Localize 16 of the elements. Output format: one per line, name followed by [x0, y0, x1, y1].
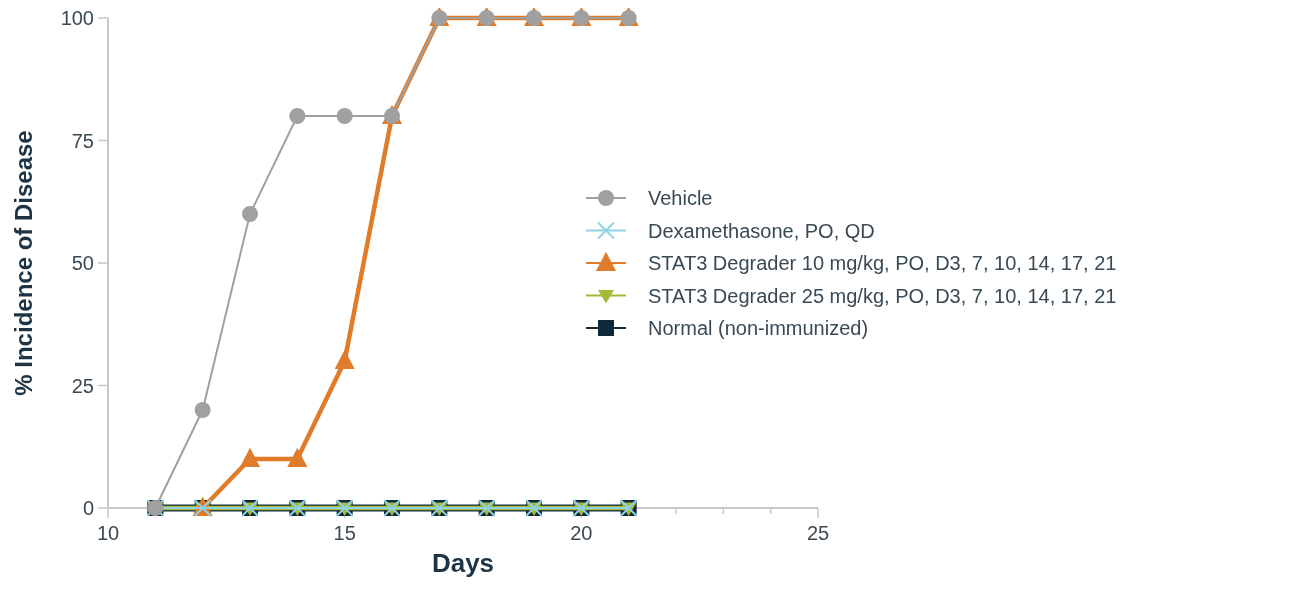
y-tick-label: 100	[60, 7, 94, 29]
legend-label: Dexamethasone, PO, QD	[648, 219, 875, 242]
y-tick-label: 0	[82, 497, 94, 519]
y-tick-label: 75	[71, 129, 94, 152]
y-tick-label: 25	[71, 374, 94, 397]
x-axis-title: Days	[431, 548, 495, 578]
x-tick-label: 10	[96, 522, 120, 544]
x-tick-label: 25	[806, 522, 830, 544]
x-tick-label: 15	[333, 522, 356, 544]
y-axis-title: % Incidence of Disease	[10, 130, 37, 396]
legend-label: Vehicle	[648, 187, 713, 209]
legend-label: STAT3 Degrader 25 mg/kg, PO, D3, 7, 10, 14, 17, 21	[648, 284, 1117, 307]
y-tick-label: 50	[71, 252, 94, 274]
legend-label: STAT3 Degrader 10 mg/kg, PO, D3, 7, 10, 14, 17, 21	[648, 252, 1117, 274]
legend-label: Normal (non-immunized)	[648, 317, 869, 339]
x-tick-label: 20	[570, 522, 593, 544]
